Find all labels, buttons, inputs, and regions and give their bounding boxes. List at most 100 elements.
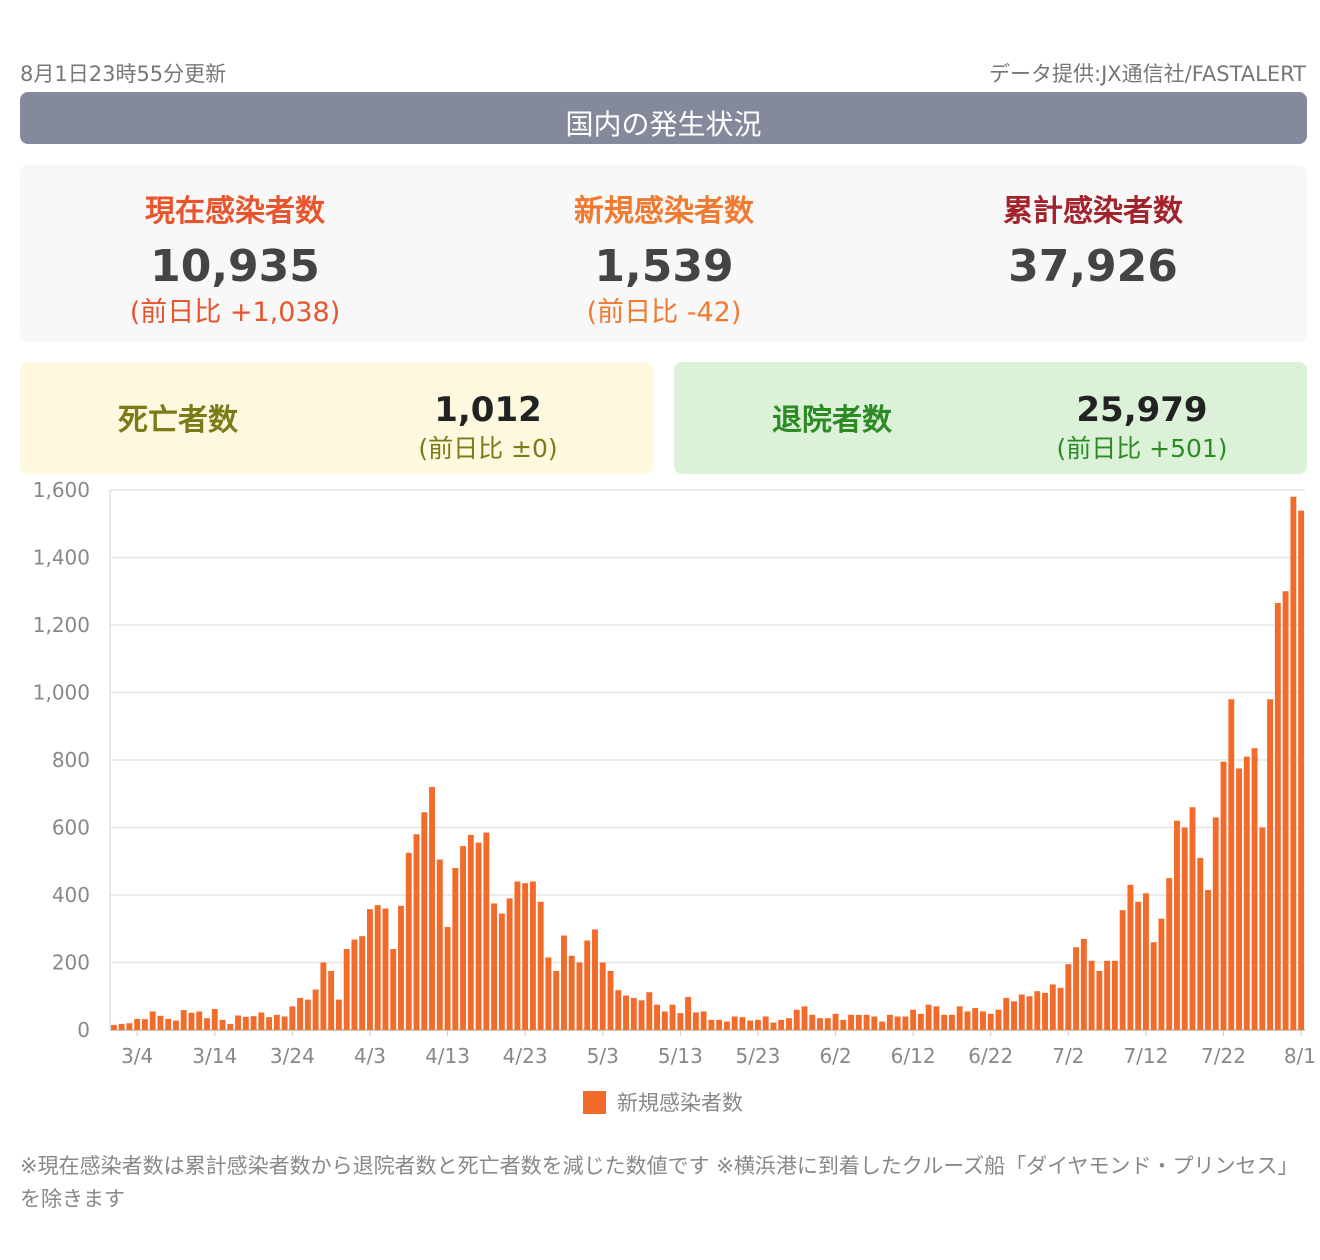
deaths-value: 1,012 (434, 390, 542, 430)
bar (1034, 991, 1041, 1030)
y-tick-label: 600 (52, 816, 90, 840)
bar (444, 927, 451, 1030)
bar (1290, 496, 1297, 1030)
bar (529, 881, 536, 1030)
bar (1212, 817, 1219, 1030)
bar (910, 1009, 917, 1030)
bar (1119, 910, 1126, 1030)
bar (374, 905, 381, 1030)
bar (320, 962, 327, 1030)
bar (1166, 878, 1173, 1030)
bar (1174, 820, 1180, 1030)
bar (840, 1019, 847, 1030)
bar (754, 1019, 761, 1030)
bar (413, 834, 420, 1030)
bar (475, 842, 482, 1030)
section-header: 国内の発生状況 (20, 92, 1307, 144)
stats-panel: 現在感染者数 10,935 (前日比 +1,038) 新規感染者数 1,539 … (20, 165, 1307, 342)
bar (141, 1019, 148, 1030)
bar (863, 1014, 870, 1030)
bar (770, 1022, 777, 1030)
bar (1181, 827, 1188, 1030)
bar (1104, 960, 1111, 1030)
x-tick-label: 5/23 (735, 1044, 780, 1068)
bar (149, 1011, 156, 1030)
x-tick-label: 5/3 (587, 1044, 619, 1068)
bar (537, 901, 544, 1030)
stat-label: 累計感染者数 (1003, 194, 1183, 229)
bar (1282, 591, 1289, 1030)
bar (553, 970, 560, 1030)
stat-diff (878, 295, 1308, 331)
bar (460, 846, 467, 1030)
bar (1080, 938, 1087, 1030)
bar (367, 909, 373, 1030)
bar (739, 1017, 746, 1030)
bar (592, 929, 598, 1030)
bar (343, 949, 350, 1030)
bar (467, 834, 474, 1030)
bar (1065, 964, 1072, 1030)
bar (312, 989, 319, 1030)
x-tick-label: 8/1 (1284, 1044, 1316, 1068)
bar (1003, 997, 1010, 1030)
x-tick-label: 3/14 (192, 1044, 237, 1068)
stat-value: 1,539 (594, 241, 734, 292)
x-tick-label: 4/13 (425, 1044, 470, 1068)
bar (227, 1023, 234, 1030)
bar (615, 990, 622, 1030)
bar (335, 999, 342, 1030)
stat-total-infected: 累計感染者数 37,926 (878, 165, 1308, 331)
bar (894, 1016, 901, 1030)
y-tick-label: 0 (77, 1018, 90, 1042)
x-tick-label: 4/3 (354, 1044, 386, 1068)
bar (1096, 970, 1103, 1030)
bar (297, 997, 304, 1030)
bar (677, 1013, 684, 1030)
bar (685, 996, 692, 1030)
bar (180, 1010, 187, 1030)
bar (1228, 699, 1235, 1030)
bar (661, 1011, 668, 1030)
bar (1298, 510, 1305, 1030)
bar (382, 908, 389, 1030)
bar (452, 868, 459, 1030)
bar (235, 1015, 241, 1030)
bar (242, 1016, 249, 1030)
bar (630, 997, 637, 1030)
bar (646, 992, 653, 1030)
recovered-label: 退院者数 (772, 403, 892, 438)
y-tick-label: 800 (52, 748, 90, 772)
recovered-value: 25,979 (1076, 390, 1208, 430)
bar (405, 852, 412, 1030)
bar (436, 859, 443, 1030)
bar (972, 1008, 979, 1030)
bar (1267, 699, 1274, 1030)
bar (1197, 857, 1204, 1030)
bar (1049, 984, 1056, 1030)
deaths-diff: (前日比 ±0) (418, 434, 558, 463)
bar (793, 1009, 800, 1030)
footnote: ※現在感染者数は累計感染者数から退院者数と死亡者数を減じた数値です ※横浜港に到… (20, 1154, 1299, 1211)
bar (328, 970, 335, 1030)
bar (817, 1018, 823, 1030)
x-tick-label: 7/22 (1201, 1044, 1246, 1068)
x-tick-label: 6/22 (968, 1044, 1013, 1068)
x-tick-label: 4/23 (503, 1044, 548, 1068)
x-tick-label: 5/13 (658, 1044, 703, 1068)
bar (654, 1004, 661, 1030)
bar (692, 1012, 699, 1030)
bar (134, 1018, 141, 1030)
bar (716, 1019, 723, 1030)
bar (273, 1014, 280, 1030)
bar (824, 1018, 831, 1030)
top-meta: 8月1日23時55分更新 データ提供:JX通信社/FASTALERT (20, 58, 1306, 86)
stat-diff: (前日比 -42) (586, 297, 742, 328)
bar (708, 1019, 715, 1030)
legend-swatch (583, 1091, 606, 1114)
bar (1026, 996, 1033, 1030)
bar (638, 1000, 645, 1030)
bar (219, 1019, 226, 1030)
bar (669, 1004, 676, 1030)
bar (879, 1021, 886, 1030)
